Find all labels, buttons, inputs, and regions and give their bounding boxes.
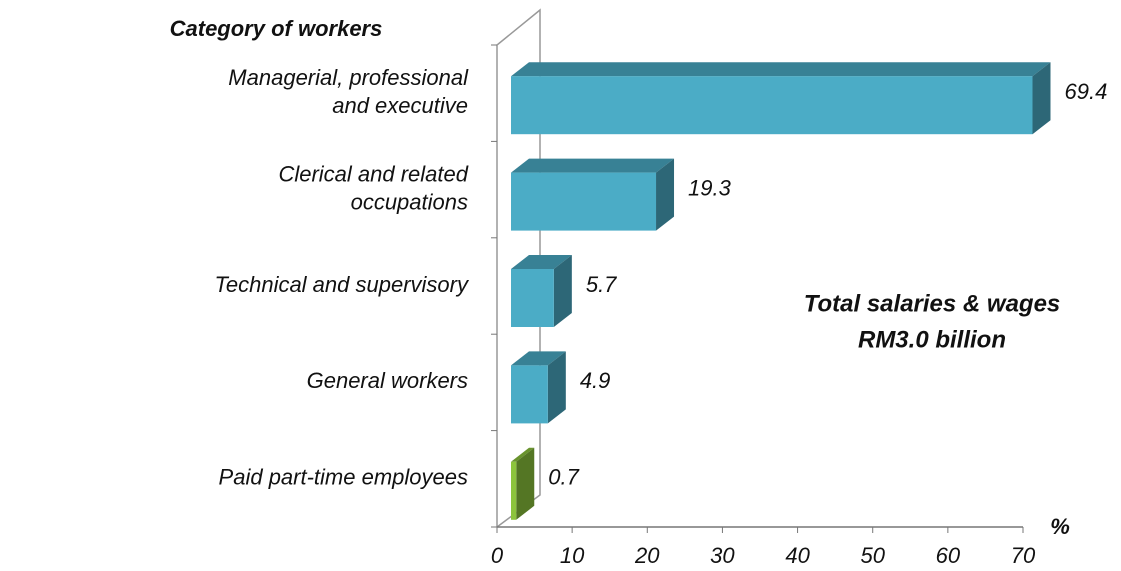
x-tick-label: 50 [860, 543, 885, 568]
x-tick-label: 0 [491, 543, 504, 568]
annotation: Total salaries & wages [804, 290, 1061, 317]
bar [511, 269, 554, 327]
value-label: 19.3 [688, 175, 732, 200]
x-tick-label: 40 [785, 543, 810, 568]
bar [511, 365, 548, 424]
value-label: 4.9 [580, 368, 611, 393]
bar-top [511, 351, 566, 366]
x-tick-label: 70 [1011, 543, 1036, 568]
bar-side [1032, 62, 1051, 135]
bar-top [511, 255, 572, 269]
value-label: 5.7 [586, 272, 617, 297]
x-tick-label: 10 [560, 543, 585, 568]
bar-top [511, 62, 1051, 77]
y-axis-title: Category of workers [170, 16, 383, 41]
bar-top [511, 158, 675, 173]
bar-side [656, 158, 675, 231]
bar-side [547, 351, 566, 424]
bar [511, 172, 657, 231]
x-tick-label: 30 [710, 543, 735, 568]
category-label: Managerial, professional and executive [228, 65, 469, 118]
bar-side [516, 447, 535, 520]
category-label: Clerical and related occupations [278, 161, 468, 214]
bar [511, 76, 1033, 135]
bar-side [553, 255, 572, 327]
bar-top [511, 447, 535, 462]
category-label: Technical and supervisory [214, 272, 470, 297]
category-label: General workers [307, 368, 468, 393]
x-tick-label: 20 [634, 543, 660, 568]
value-label: 69.4 [1064, 79, 1107, 104]
bar [511, 461, 517, 520]
category-label: Paid part-time employees [219, 465, 468, 490]
value-label: 0.7 [548, 465, 579, 490]
x-tick-label: 60 [936, 543, 961, 568]
annotation: RM3.0 billion [858, 326, 1006, 353]
x-axis-label: % [1050, 514, 1070, 539]
